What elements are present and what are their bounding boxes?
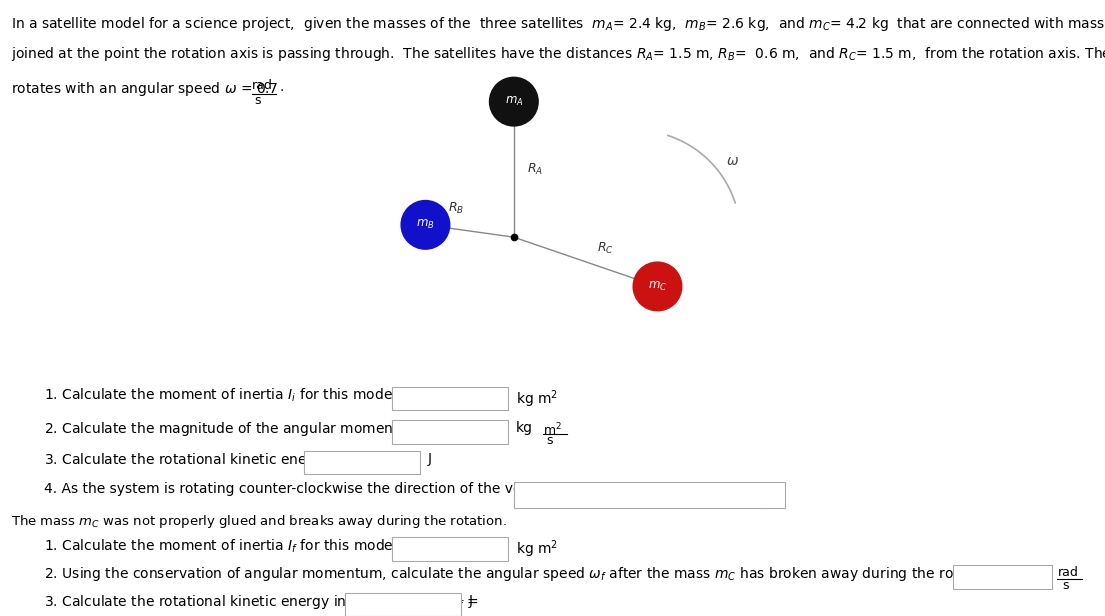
Text: $R_C$: $R_C$	[597, 240, 613, 256]
Text: kg m$^2$: kg m$^2$	[516, 388, 558, 410]
FancyBboxPatch shape	[953, 565, 1052, 589]
FancyBboxPatch shape	[304, 451, 420, 474]
Text: 1. Calculate the moment of inertia $I_f$ for this model now. $I_f$ =: 1. Calculate the moment of inertia $I_f$…	[44, 537, 463, 554]
Text: $m_A$: $m_A$	[505, 95, 523, 108]
Text: s: s	[1062, 579, 1069, 592]
Text: 1. Calculate the moment of inertia $I_i$ for this model: $I_i$ =: 1. Calculate the moment of inertia $I_i$…	[44, 387, 429, 404]
Text: J: J	[428, 452, 432, 466]
Text: J: J	[469, 594, 473, 608]
Text: joined at the point the rotation axis is passing through.  The satellites have t: joined at the point the rotation axis is…	[11, 45, 1105, 63]
Text: $m_B$: $m_B$	[417, 218, 434, 232]
FancyBboxPatch shape	[514, 482, 785, 508]
Text: m$^2$: m$^2$	[543, 421, 561, 438]
Text: rad: rad	[1057, 566, 1078, 579]
Text: kg m$^2$: kg m$^2$	[516, 538, 558, 560]
Text: rad: rad	[252, 79, 273, 92]
Text: .: .	[280, 81, 284, 94]
FancyBboxPatch shape	[392, 537, 508, 561]
Text: s: s	[254, 94, 261, 107]
Text: $m_C$: $m_C$	[648, 280, 667, 293]
Ellipse shape	[490, 78, 538, 126]
FancyBboxPatch shape	[392, 387, 508, 410]
Ellipse shape	[401, 201, 450, 249]
Text: kg: kg	[516, 421, 533, 436]
Text: 3. Calculate the rotational kinetic energy $K_i$ =: 3. Calculate the rotational kinetic ener…	[44, 451, 362, 469]
Text: ▲: ▲	[770, 486, 775, 492]
Text: 2. Calculate the magnitude of the angular momentum $L_i$ =: 2. Calculate the magnitude of the angula…	[44, 420, 452, 438]
FancyBboxPatch shape	[392, 420, 508, 444]
Text: $\omega$: $\omega$	[726, 154, 739, 168]
Text: rotates with an angular speed $\omega$ = 0.7: rotates with an angular speed $\omega$ =…	[11, 81, 277, 99]
Text: 2. Using the conservation of angular momentum, calculate the angular speed $\ome: 2. Using the conservation of angular mom…	[44, 565, 1039, 583]
Ellipse shape	[633, 262, 682, 310]
Text: 3. Calculate the rotational kinetic energy in this situation: $K_f$ =: 3. Calculate the rotational kinetic ener…	[44, 593, 478, 610]
Text: s: s	[546, 434, 552, 447]
Text: 4. As the system is rotating counter-clockwise the direction of the vector is: 4. As the system is rotating counter-clo…	[44, 482, 565, 496]
Text: The mass $m_C$ was not properly glued and breaks away during the rotation.: The mass $m_C$ was not properly glued an…	[11, 513, 507, 530]
Text: In a satellite model for a science project,  given the masses of the  three sate: In a satellite model for a science proje…	[11, 15, 1105, 33]
Text: $R_B$: $R_B$	[448, 200, 464, 216]
FancyBboxPatch shape	[345, 593, 461, 616]
Text: $R_A$: $R_A$	[527, 162, 544, 177]
Text: ▼: ▼	[770, 497, 775, 503]
